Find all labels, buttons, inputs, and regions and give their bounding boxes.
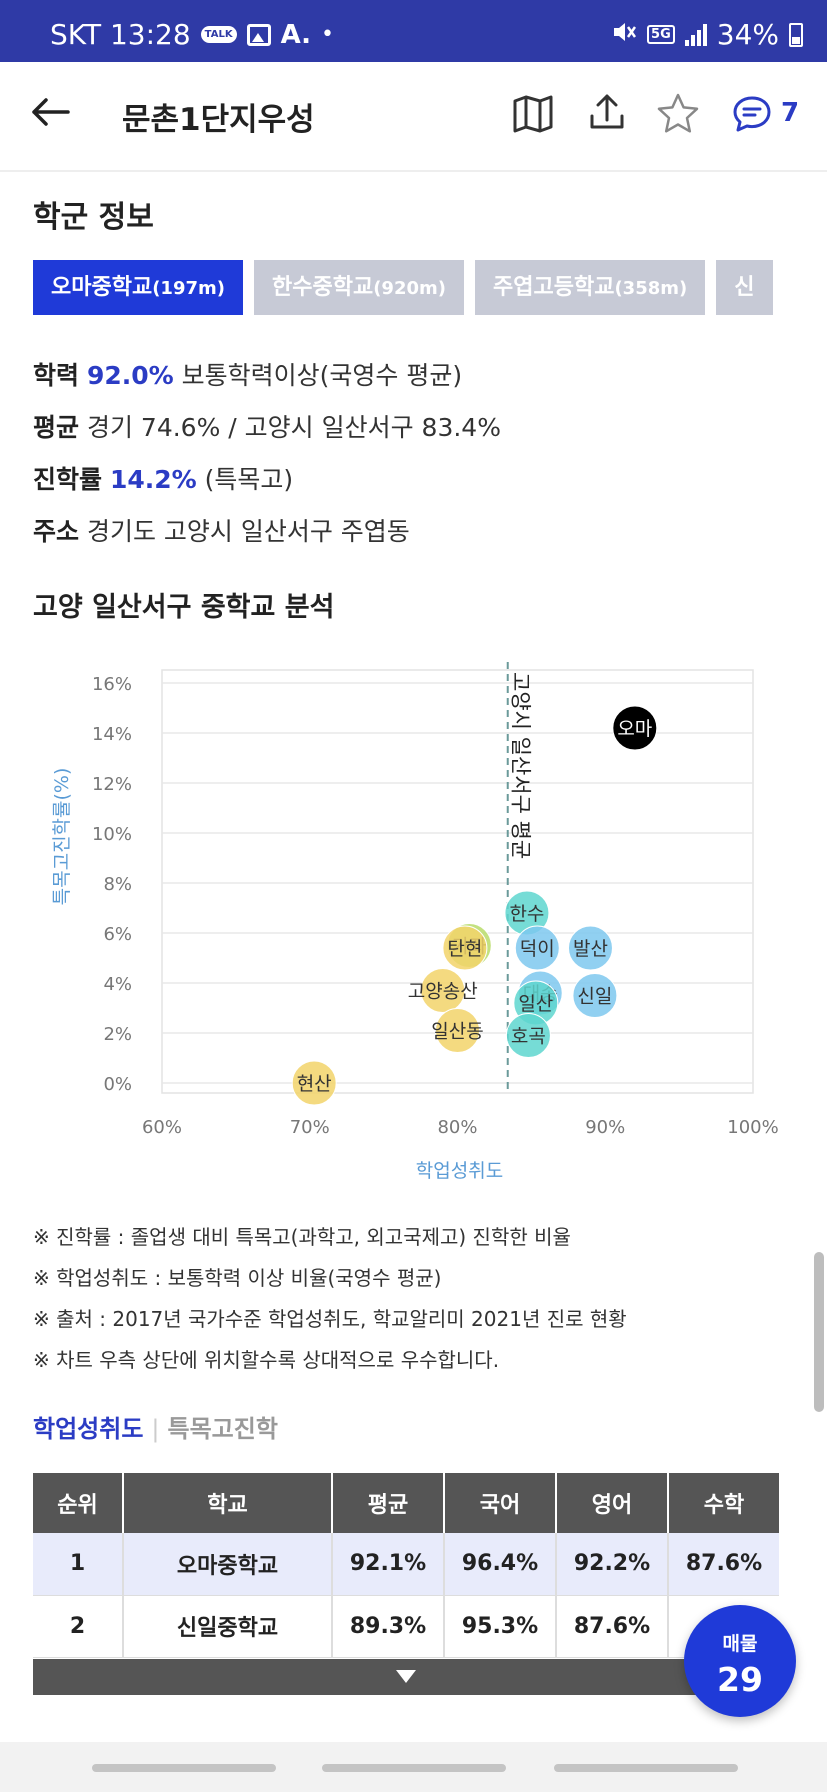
data-point-탄현 (442, 925, 488, 971)
listings-count: 29 (717, 1660, 763, 1699)
data-label-일산동: 일산동 (431, 1021, 483, 1043)
system-nav-bar (0, 1742, 827, 1792)
tab-school-1[interactable]: 오마중학교(197m) (33, 260, 243, 315)
data-point-발산 (567, 925, 613, 971)
ranking-table: 순위 학교 평균 국어 영어 수학 1 오마중학교 92.1% 96.4% 92… (33, 1473, 779, 1658)
data-point-신일 (572, 973, 618, 1018)
header-divider (0, 170, 827, 172)
info-average: 평균 경기 74.6% / 고양시 일산서구 83.4% (33, 413, 501, 442)
y-tick-label: 4% (103, 974, 132, 995)
x-tick-label: 80% (437, 1117, 477, 1138)
tab-school-4[interactable]: 신 (716, 260, 773, 315)
y-tick-label: 10% (92, 824, 132, 845)
info-address: 주소 경기도 고양시 일산서구 주엽동 (33, 517, 410, 546)
note-source: ※ 출처 : 2017년 국가수준 학업성취도, 학교알리미 2021년 진로 … (33, 1307, 627, 1331)
data-point-일산동 (435, 1008, 480, 1053)
mute-icon (611, 20, 637, 49)
x-tick-label: 100% (727, 1117, 778, 1138)
y-axis-title: 특목고진학률(%) (51, 768, 73, 906)
listings-label: 매물 (722, 1633, 758, 1655)
x-tick-label: 60% (142, 1117, 182, 1138)
header-average: 평균 (332, 1473, 445, 1533)
data-point-오마 (612, 705, 658, 751)
chart-title: 고양 일산서구 중학교 분석 (33, 592, 335, 623)
data-label-호곡: 호곡 (511, 1026, 546, 1048)
data-label-현산: 현산 (297, 1073, 332, 1095)
table-row: 1 오마중학교 92.1% 96.4% 92.2% 87.6% (33, 1533, 779, 1596)
nav-home-button[interactable] (322, 1764, 506, 1772)
chevron-down-icon (396, 1670, 416, 1683)
y-tick-label: 8% (103, 874, 132, 895)
achievement-value: 92.0% (86, 361, 174, 390)
listings-button[interactable]: 매물 29 (684, 1605, 796, 1717)
school-tabs: 오마중학교(197m) 한수중학교(920m) 주엽고등학교(358m) 신 (33, 260, 781, 315)
scrollbar[interactable] (814, 1252, 824, 1412)
app-header: 문촌1단지우성 7 (0, 62, 827, 170)
x-tick-label: 90% (585, 1117, 625, 1138)
data-point-호곡 (505, 1013, 551, 1058)
info-achievement: 학력 92.0% 보통학력이상(국영수 평균) (33, 361, 463, 390)
comment-count[interactable]: 7 (781, 98, 800, 128)
data-label-덕이: 덕이 (520, 938, 555, 960)
data-label-한수: 한수 (509, 903, 544, 925)
y-tick-label: 14% (92, 724, 132, 745)
header-school: 학교 (123, 1473, 333, 1533)
y-tick-label: 16% (92, 674, 132, 695)
table-row: 2 신일중학교 89.3% 95.3% 87.6% 8 (33, 1595, 779, 1658)
y-tick-label: 0% (103, 1074, 132, 1095)
share-icon[interactable] (587, 92, 627, 136)
tab-school-2[interactable]: 한수중학교(920m) (254, 260, 464, 315)
tab-school-3[interactable]: 주엽고등학교(358m) (475, 260, 706, 315)
scatter-chart: 0% 2% 4% 6% 8% 10% 12% 14% 16% 60% 70% 80% 90% 100% 학업… (51, 662, 779, 1182)
note-position: ※ 차트 우측 상단에 위치할수록 상대적으로 우수합니다. (33, 1348, 500, 1372)
header-math: 수학 (668, 1473, 779, 1533)
tab-special-high-school[interactable]: 특목고진학 (167, 1415, 278, 1443)
table-header-row: 순위 학교 평균 국어 영어 수학 (33, 1473, 779, 1533)
data-point-고양송산 (420, 968, 466, 1013)
notification-dot-icon: • (321, 22, 335, 47)
data-point-현산 (291, 1060, 337, 1106)
carrier-time: SKT 13:28 (50, 18, 191, 51)
battery-percent: 34% (716, 18, 779, 51)
note-advancement: ※ 진학률 : 졸업생 대비 특목고(과학고, 외고국제고) 진학한 비율 (33, 1225, 571, 1249)
y-tick-label: 12% (92, 774, 132, 795)
y-tick-label: 6% (103, 924, 132, 945)
x-axis-title: 학업성취도 (416, 1160, 503, 1182)
gallery-icon (246, 23, 271, 46)
data-label-일산: 일산 (518, 993, 553, 1015)
map-icon[interactable] (512, 94, 554, 138)
header-korean: 국어 (444, 1473, 557, 1533)
nav-back-button[interactable] (554, 1764, 738, 1772)
y-tick-label: 2% (103, 1024, 132, 1045)
tab-achievement[interactable]: 학업성취도 (33, 1415, 144, 1443)
nav-recent-button[interactable] (92, 1764, 276, 1772)
average-reference-label: 고양시 일산서구 평균 (509, 672, 533, 859)
a-app-icon: A. (280, 19, 312, 50)
data-label-탄현: 탄현 (447, 938, 482, 960)
page-title: 문촌1단지우성 (122, 102, 315, 138)
comment-icon[interactable] (731, 94, 773, 138)
signal-icon (684, 23, 707, 46)
table-expand-button[interactable] (33, 1659, 779, 1695)
tab-separator: | (151, 1415, 160, 1443)
status-bar: SKT 13:28 TALK A. • 5G 34% (0, 0, 827, 62)
data-label-오마: 오마 (617, 718, 652, 740)
arrow-left-icon[interactable] (30, 92, 74, 136)
advancement-value: 14.2% (109, 465, 197, 494)
star-icon[interactable] (656, 92, 700, 138)
x-tick-label: 70% (290, 1117, 330, 1138)
note-achievement: ※ 학업성취도 : 보통학력 이상 비율(국영수 평균) (33, 1266, 442, 1290)
data-label-고양송산: 고양송산 (408, 981, 478, 1003)
info-advancement: 진학률 14.2% (특목고) (33, 465, 294, 494)
section-title: 학군 정보 (33, 200, 154, 235)
data-point-덕이 (514, 925, 560, 971)
header-english: 영어 (556, 1473, 669, 1533)
battery-icon (789, 22, 803, 47)
kakaotalk-icon: TALK (200, 26, 237, 43)
network-type-icon: 5G (647, 25, 675, 44)
data-label-발산: 발산 (573, 938, 608, 960)
header-rank: 순위 (33, 1473, 124, 1533)
ranking-tabs: 학업성취도 | 특목고진학 (33, 1409, 278, 1444)
data-label-신일: 신일 (577, 986, 612, 1008)
